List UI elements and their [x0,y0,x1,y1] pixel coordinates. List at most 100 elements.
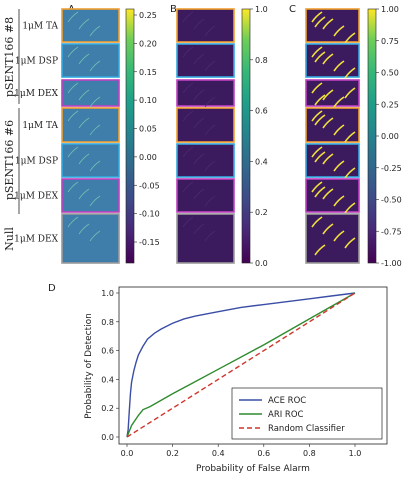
panel-a-streak-6-1 [78,223,90,235]
panel-c-streak-0-0 [311,11,323,23]
panel-c-streak-5-3 [344,202,356,214]
panel-c-streak-5-2 [333,195,345,207]
group-label-pSENT166-8: pSENT166 #8 [3,17,16,97]
panel-c-streak-6-1 [322,223,334,235]
roc-legend-label-2: Random Classifier [268,424,345,434]
panel-a-streak-5-0 [67,181,79,193]
panel-c-streak-2-0 [311,82,323,94]
panel-c-streak-6-2 [333,230,345,242]
panel-a-streak-4-2 [89,160,101,172]
panel-a-tile-2 [61,79,120,107]
cb-a-ticks-label-1: 0.20 [139,39,157,48]
panel-b-streak-1-2 [204,60,216,72]
panel-a-streak-6-2 [89,230,101,242]
cb-c-ticks-label-4: 0.00 [381,132,399,141]
panel-c-streak-6-4 [314,244,326,256]
panel-c-streak-5-0 [311,181,323,193]
panel-b-tile-5 [176,178,235,213]
panel-b-streak-6-1 [193,223,205,235]
cb-b-ticks-label-3: 0.4 [255,157,268,166]
panel-a-tile-4 [61,143,120,178]
panel-a-tile-6 [61,213,120,264]
roc-line-1 [126,292,356,438]
panel-a-streak-0-0 [67,11,79,23]
panel-a-streak-0-2 [89,25,101,37]
cb-c-ticks-label-0: 1.00 [381,5,399,14]
panel-c-streak-5-1 [322,188,334,200]
panel-c-streak-1-2 [333,60,345,72]
panel-a-images [61,8,120,264]
cb-a-ticks-label-5: 0.00 [139,153,157,162]
panel-c-streak-6-0 [311,216,323,228]
roc-y-tick-label-5: 1.0 [101,289,114,298]
cb-c-ticks-label-5: -0.25 [381,164,402,173]
panel-c-streak-1-0 [311,46,323,58]
roc-line-2 [126,292,356,438]
panel-b-tile-6 [176,213,235,264]
panel-letter-c: C [289,4,296,15]
panel-c-images [305,8,360,264]
panel-c-streak-0-3 [344,32,356,44]
panel-b-streak-0-0 [182,11,194,23]
panel-c-streak-0-4 [314,16,326,28]
panel-b-streak-4-1 [193,153,205,165]
panel-b-streak-3-2 [204,124,216,136]
roc-y-tick-label-0: 0.0 [101,433,114,442]
roc-y-tick-label-2: 0.4 [101,375,114,384]
row-label-2: 1μM DEX [14,89,58,99]
cb-c-ticks-label-8: -1.00 [381,259,402,268]
panel-b-streak-1-0 [182,46,194,58]
panel-c-streak-6-3 [344,237,356,249]
roc-y-tick-label-3: 0.6 [101,347,114,356]
panel-b-streak-2-1 [193,89,205,101]
panel-b-streak-3-0 [182,110,194,122]
panel-c-streak-3-4 [314,114,326,126]
panel-a-streak-2-0 [67,82,79,94]
panel-a-streak-1-1 [78,53,90,65]
panel-c-tile-3 [305,107,360,143]
panel-a-streak-1-0 [67,46,79,58]
panel-c-streak-2-3 [344,87,356,99]
roc-x-axis-label: Probability of False Alarm [196,464,310,474]
panel-c-tile-6 [305,213,360,264]
panel-a-streak-5-1 [78,188,90,200]
panel-c-streak-0-1 [322,18,334,30]
colorbar-a-ticks: 0.25 0.20 0.15 0.10 0.05 0.00 -0.05 -0.10 -0.15 [134,11,160,247]
panel-b-streak-6-0 [182,216,194,228]
cb-c-ticks-label-1: 0.75 [381,37,399,46]
roc-legend-label-0: ACE ROC [268,396,306,406]
panel-c-streak-3-1 [322,117,334,129]
panel-b-streak-3-1 [193,117,205,129]
panel-b-streak-5-2 [204,195,216,207]
panel-a-streak-2-1 [78,89,90,101]
group-label-pSENT166-6: pSENT166 #6 [3,120,16,200]
panel-b-images [176,8,235,264]
panel-b-tile-4 [176,143,235,178]
panel-b-streak-2-2 [204,96,216,108]
roc-line-0 [126,292,356,438]
roc-y-tick-label-1: 0.2 [101,404,114,413]
cb-b-ticks-label-5: 0.0 [255,259,268,268]
panel-c-streak-1-4 [314,51,326,63]
panel-c-streak-4-1 [322,153,334,165]
colorbar-a [125,8,135,264]
panel-a-streak-3-0 [67,110,79,122]
cb-c-ticks-label-6: -0.50 [381,196,402,205]
colorbar-c-ticks: 1.00 0.75 0.50 0.25 0.00 -0.25 -0.50 -0.75 -1.00 [376,5,402,268]
panel-c-streak-0-2 [333,25,345,37]
panel-a-streak-4-0 [67,146,79,158]
colorbar-b [241,8,251,264]
roc-x-tick-label-1: 0.2 [166,449,179,458]
panel-b-streak-4-2 [204,160,216,172]
panel-c-streak-1-3 [344,67,356,79]
cb-a-ticks-label-6: -0.05 [139,181,160,190]
row-labels: 1μM TA 1μM DSP 1μM DEX 1μM TA 1μM DSP 1μM DEX… [14,22,58,245]
colorbar-c [367,8,377,264]
row-label-3: 1μM TA [22,121,58,131]
panel-c-streak-2-2 [333,96,345,108]
panel-letter-b: B [170,4,177,15]
roc-plot-area [118,286,388,445]
panel-c-streak-3-0 [311,110,323,122]
group-label-null: Null [3,227,16,251]
colorbar-b-ticks: 1.0 0.8 0.6 0.4 0.2 0.0 [250,5,268,268]
